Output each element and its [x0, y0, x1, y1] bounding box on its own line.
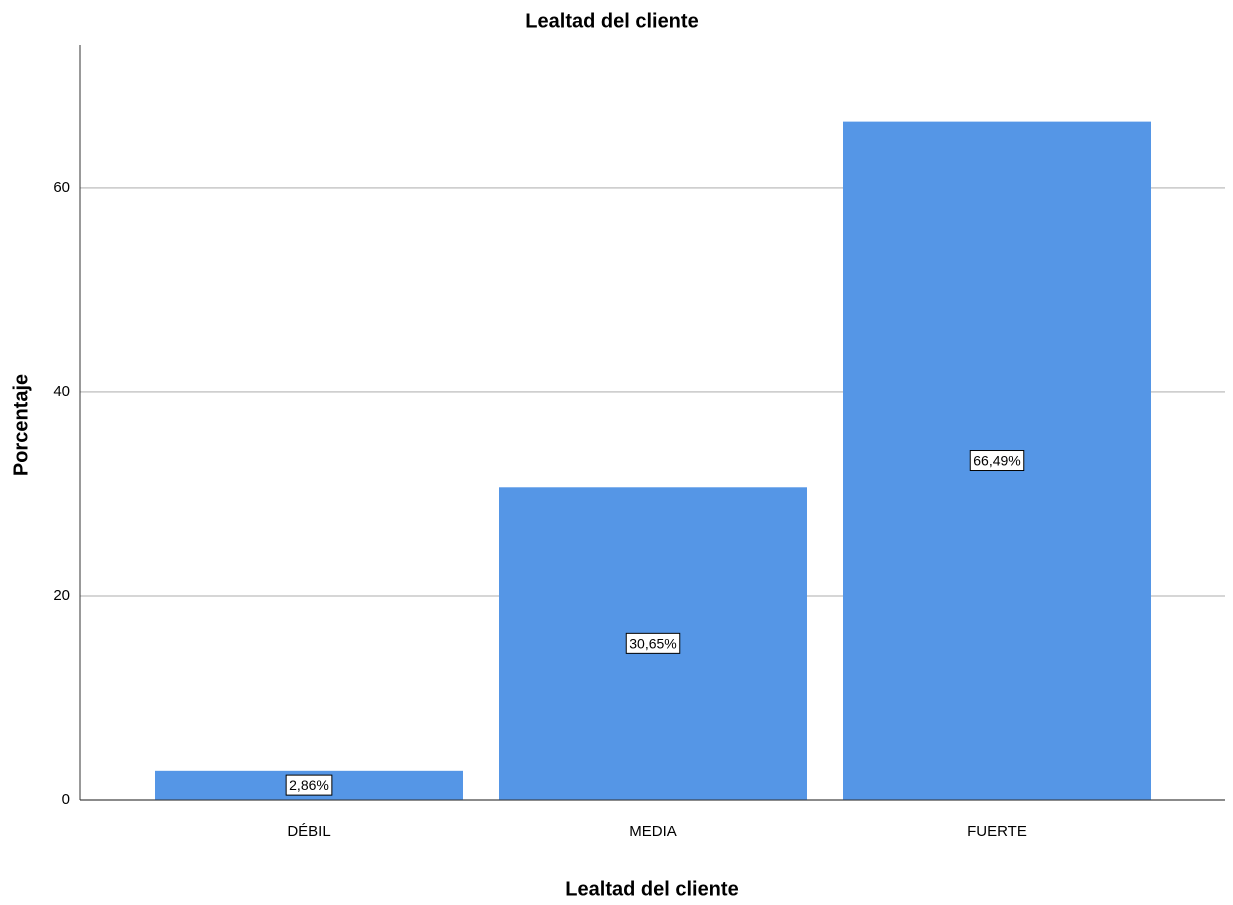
value-label-box — [625, 632, 681, 654]
x-axis-title: Lealtad del cliente — [565, 878, 738, 900]
x-tick-label: MEDIA — [629, 823, 677, 840]
value-label-box — [969, 450, 1025, 472]
value-label: 2,86% — [289, 777, 329, 793]
value-label: 30,65% — [629, 635, 676, 651]
value-label: 66,49% — [973, 453, 1020, 469]
chart-title: Lealtad del cliente — [525, 10, 698, 32]
y-tick-label: 40 — [53, 383, 70, 400]
y-tick-label: 20 — [53, 587, 70, 604]
y-tick-label: 60 — [53, 179, 70, 196]
y-tick-label: 0 — [62, 791, 70, 808]
x-tick-label: DÉBIL — [287, 823, 330, 840]
x-tick-label: FUERTE — [967, 823, 1027, 840]
value-label-box — [285, 774, 333, 796]
y-axis-title: Porcentaje — [10, 374, 32, 476]
